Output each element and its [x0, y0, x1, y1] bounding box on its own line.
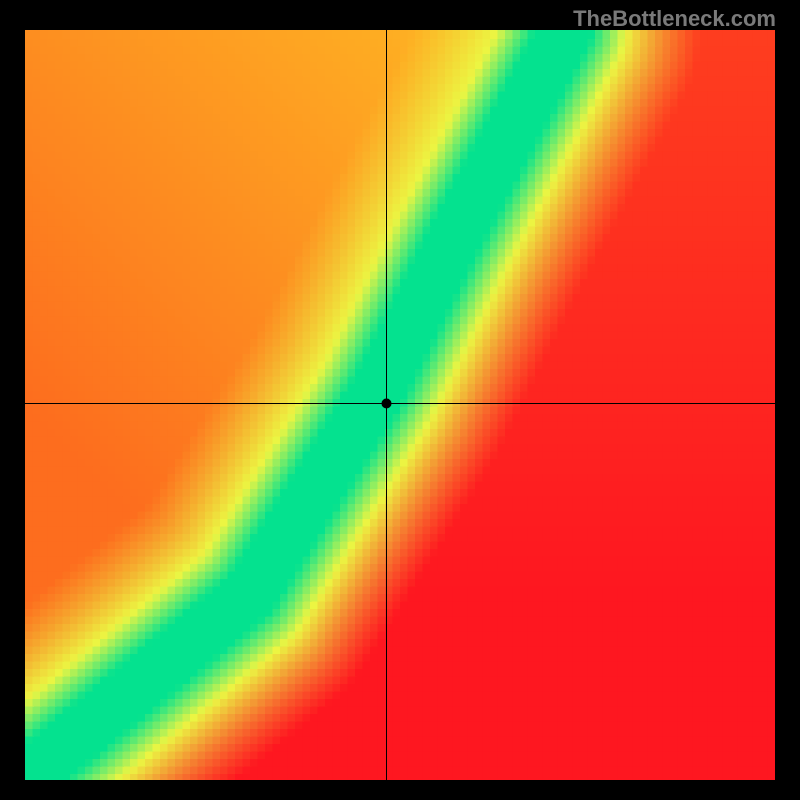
- heatmap-canvas: [25, 30, 775, 780]
- watermark-text: TheBottleneck.com: [573, 6, 776, 32]
- heatmap-chart: [25, 30, 775, 780]
